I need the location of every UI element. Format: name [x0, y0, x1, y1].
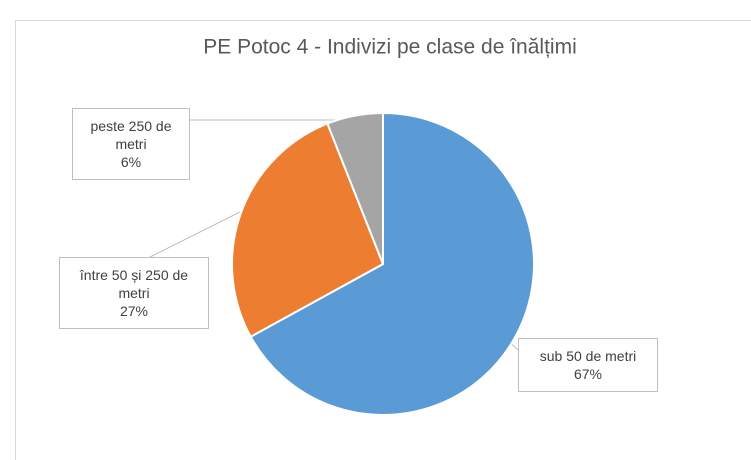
label-name: între 50 și 250 de metri	[79, 267, 189, 301]
label-value: 67%	[573, 366, 603, 382]
label-value: 6%	[120, 154, 142, 170]
chart-title: PE Potoc 4 - Indivizi pe clase de înălți…	[203, 36, 577, 59]
data-label: sub 50 de metri 67%	[518, 338, 658, 392]
pie-slice	[231, 122, 385, 339]
data-label: între 50 și 250 de metri 27%	[59, 257, 209, 329]
leader-line	[149, 211, 241, 258]
label-name: peste 250 de metri	[90, 118, 172, 152]
pie-slice	[249, 111, 535, 416]
pie-slice	[326, 111, 384, 265]
data-label: peste 250 de metri 6%	[72, 108, 190, 180]
label-value: 27%	[119, 303, 149, 319]
label-name: sub 50 de metri	[539, 348, 637, 364]
